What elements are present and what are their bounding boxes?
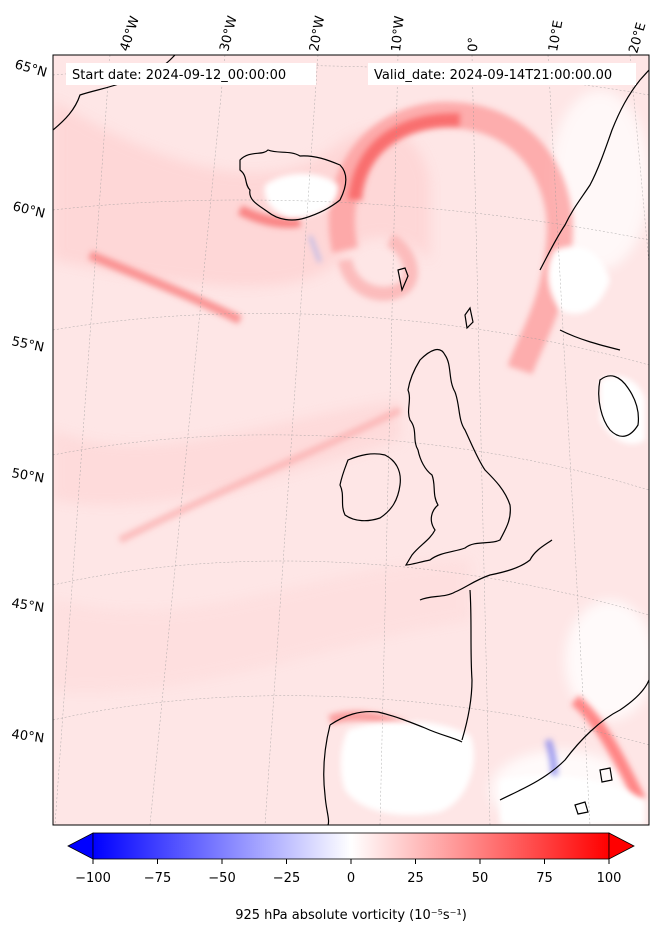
colorbar: −100 −75 −50 −25 0 25 50 75 100 925 hPa absolute… <box>67 832 635 923</box>
lon-label-20w: 20°W <box>307 15 328 53</box>
lon-label-30w: 30°W <box>217 14 240 53</box>
colorbar-ticks: −100 −75 −50 −25 0 25 50 75 100 <box>75 859 621 886</box>
colorbar-tick-label: 75 <box>536 871 553 886</box>
colorbar-tick-label: 50 <box>472 871 489 886</box>
valid-date-label: Valid_date: 2024-09-14T21:00:00.00 <box>374 68 612 83</box>
lon-label-40w: 40°W <box>118 14 143 53</box>
lat-label-40n: 40°N <box>10 727 45 746</box>
france-coast <box>419 539 553 741</box>
africa-coast <box>499 679 649 801</box>
lon-label-10w: 10°W <box>389 15 408 52</box>
ireland-coast <box>339 453 401 522</box>
colorbar-tick-label: −50 <box>208 871 235 886</box>
lon-label-20e: 20°E <box>626 21 649 55</box>
shetland-coast <box>464 306 474 330</box>
lat-label-45n: 45°N <box>10 596 45 616</box>
faroe-coast <box>397 267 409 293</box>
map-panel: Start date: 2024-09-12_00:00:00 Valid_da… <box>10 14 650 826</box>
lat-label-50n: 50°N <box>10 466 45 486</box>
coastlines <box>53 55 649 825</box>
land-fill <box>264 173 645 825</box>
vorticity-field <box>53 55 649 825</box>
colorbar-tick-label: −100 <box>75 871 111 886</box>
colorbar-tick-label: 100 <box>597 871 622 886</box>
colorbar-bar <box>92 832 610 860</box>
norway-coast <box>539 69 649 271</box>
iberia-coast <box>323 710 463 825</box>
colorbar-tick-label: −75 <box>144 871 171 886</box>
colorbar-tick-label: 25 <box>407 871 424 886</box>
colorbar-tick-label: 0 <box>347 871 355 886</box>
vorticity-swirl <box>88 101 646 803</box>
longitude-labels: 40°W 30°W 20°W 10°W 0° 10°E 20°E <box>118 14 650 55</box>
lat-label-65n: 65°N <box>13 57 49 80</box>
lat-label-55n: 55°N <box>10 334 45 355</box>
colorbar-extend-min <box>67 832 94 860</box>
colorbar-extend-max <box>608 832 635 860</box>
colorbar-label: 925 hPa absolute vorticity (10⁻⁵s⁻¹) <box>235 908 467 923</box>
valid-date-box <box>368 63 636 85</box>
scotland-england-coast <box>404 348 511 566</box>
lon-label-10e: 10°E <box>546 19 566 52</box>
latitude-labels: 65°N 60°N 55°N 50°N 45°N 40°N <box>10 57 48 746</box>
mediterranean-islands <box>574 767 613 815</box>
map-frame <box>52 54 650 826</box>
start-date-box <box>66 63 316 85</box>
lat-label-60n: 60°N <box>11 199 46 221</box>
start-date-label: Start date: 2024-09-12_00:00:00 <box>72 68 286 83</box>
sweden-denmark-coast <box>559 329 640 437</box>
lon-label-0: 0° <box>466 37 482 52</box>
iceland-coast <box>239 149 347 221</box>
colorbar-tick-label: −25 <box>273 871 300 886</box>
